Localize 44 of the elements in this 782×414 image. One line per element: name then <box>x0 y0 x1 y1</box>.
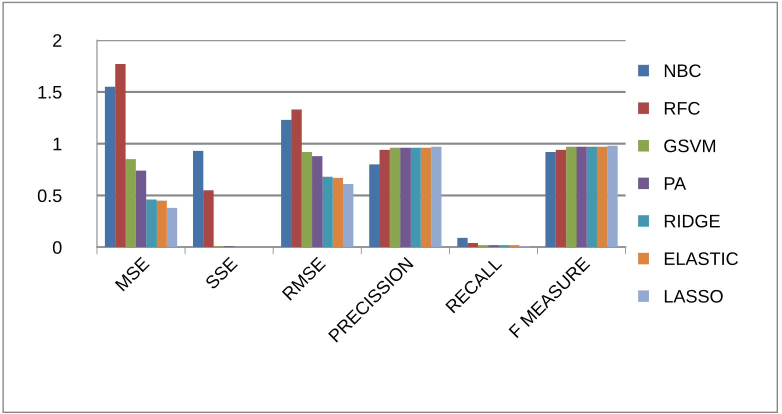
y-tick-label: 0 <box>52 241 62 254</box>
bar <box>566 146 576 248</box>
bar <box>410 148 421 248</box>
bar <box>166 208 178 248</box>
legend-label: PA <box>664 177 686 190</box>
bar <box>193 150 204 248</box>
bar <box>420 148 432 248</box>
bar <box>312 156 322 248</box>
bar <box>302 152 312 248</box>
bar <box>126 159 136 248</box>
bar <box>390 148 400 248</box>
bar <box>369 164 380 248</box>
legend-label: GSVM <box>664 140 716 152</box>
y-tick-label: 2 <box>53 34 62 47</box>
bar <box>203 190 214 248</box>
bar <box>156 200 167 248</box>
bar <box>545 152 556 248</box>
legend-label: ELASTIC <box>664 252 738 266</box>
bar <box>343 184 354 248</box>
bar <box>576 146 587 248</box>
y-tick-label: 0.5 <box>38 189 62 202</box>
y-tick-label: 1 <box>54 138 62 150</box>
bar <box>597 146 608 248</box>
legend-label: RIDGE <box>664 214 720 228</box>
bar <box>136 170 146 248</box>
bar <box>586 146 598 248</box>
bar <box>115 64 126 248</box>
bar <box>332 178 344 248</box>
bar <box>607 146 618 248</box>
bar <box>380 150 390 248</box>
bar <box>457 238 468 248</box>
bar <box>104 86 116 248</box>
bar <box>468 243 478 248</box>
bar <box>281 120 292 248</box>
bar <box>291 110 302 248</box>
bar <box>431 146 442 248</box>
bar <box>556 150 566 248</box>
bar <box>322 176 333 248</box>
legend-label: LASSO <box>664 290 723 303</box>
legend-label: RFC <box>664 102 700 115</box>
legend-label: NBC <box>664 64 701 78</box>
bar <box>146 200 156 248</box>
bar <box>400 148 410 248</box>
y-tick-label: 1.5 <box>38 86 62 99</box>
